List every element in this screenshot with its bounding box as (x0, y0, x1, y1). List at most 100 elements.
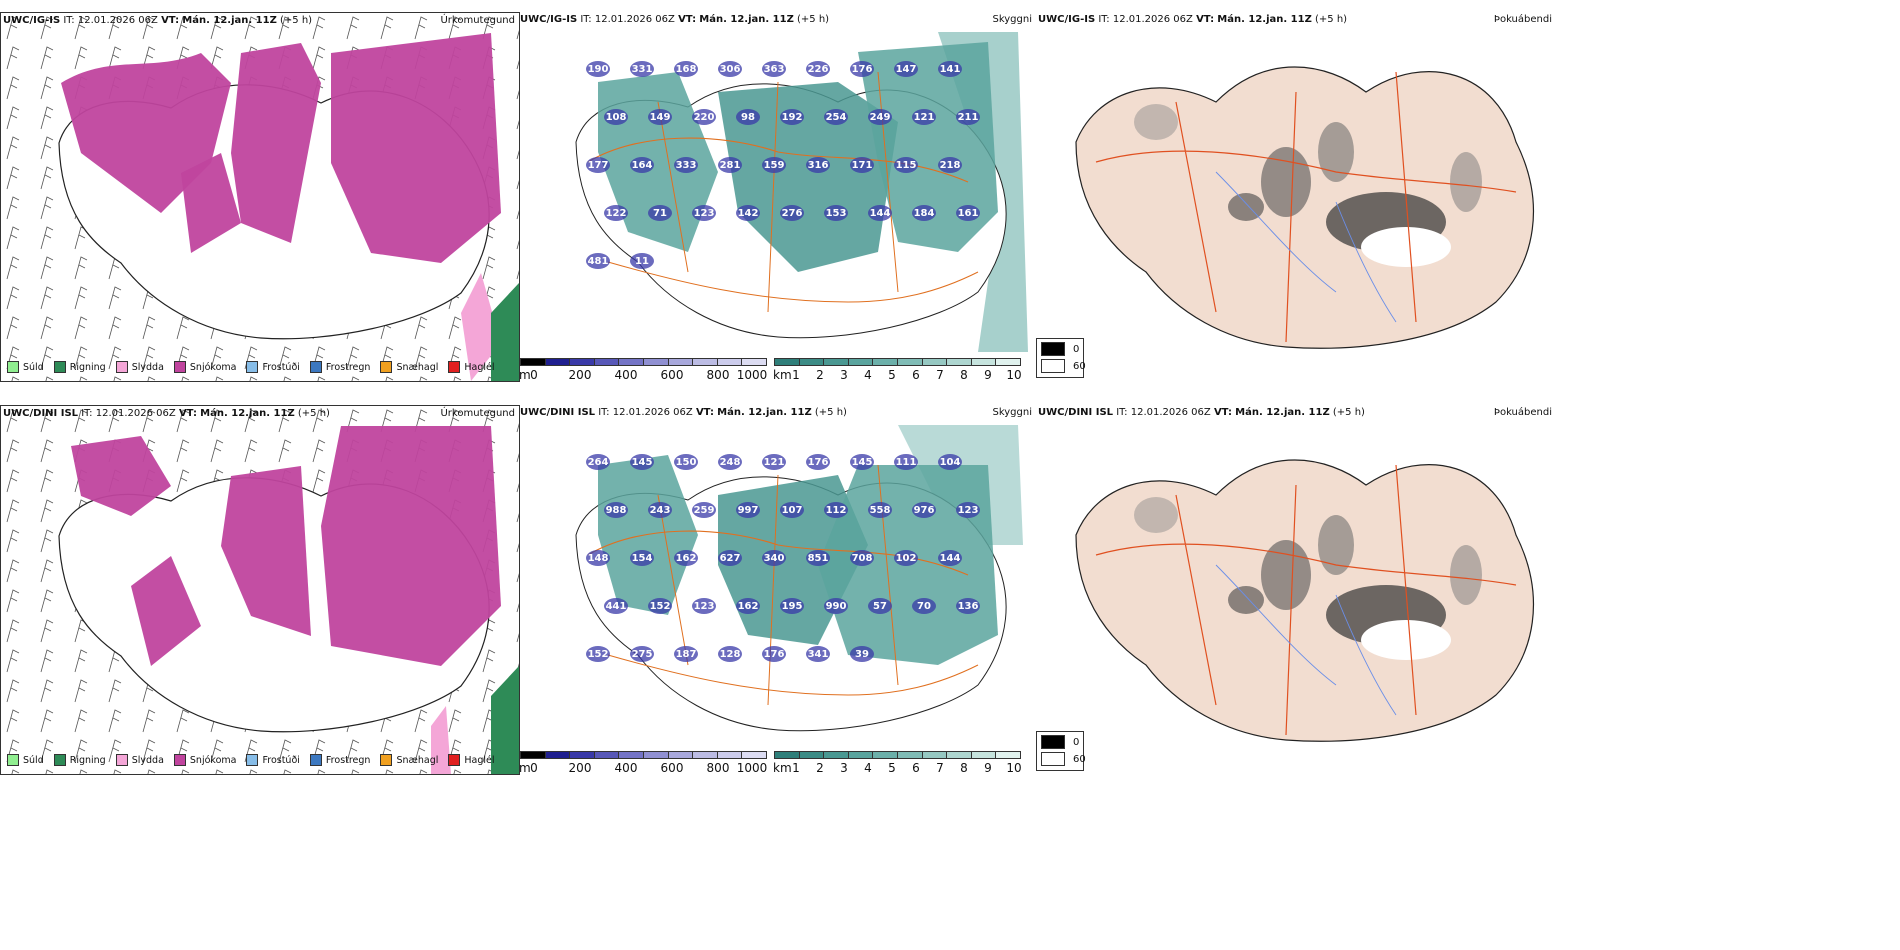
legend-item: Haglél (448, 361, 495, 373)
ceiling-value-label: 144 (870, 208, 891, 219)
colorbar-segment (872, 751, 898, 759)
low-ceiling-blob (850, 550, 874, 566)
low-ceiling-blob (604, 205, 628, 221)
fog-swatch (1041, 359, 1065, 373)
ceiling-tick: 800 (706, 368, 730, 380)
ceiling-value-label: 112 (826, 505, 847, 516)
colorbar-segment (946, 751, 972, 759)
colorbar-segment (872, 358, 898, 366)
fog-panel-row2: UWC/DINI ISL IT: 12.01.2026 06Z VT: Mán.… (1036, 405, 1556, 773)
visibility-tick: 3 (840, 761, 848, 773)
ceiling-unit: m (519, 761, 531, 773)
legend-swatch (309, 754, 322, 766)
ceiling-value-label: 331 (632, 64, 653, 75)
ceiling-value-label: 144 (940, 553, 961, 564)
legend-swatch (173, 361, 186, 373)
panel-title: UWC/DINI ISL IT: 12.01.2026 06Z VT: Mán.… (520, 407, 847, 418)
ceiling-value-label: 122 (606, 208, 627, 219)
visibility-map: 190 331 168 306 363 226 176 147 141 108 149 220 98 19… (575, 32, 1028, 352)
legend-item: Frostúði (246, 754, 300, 766)
visibility-tick: 9 (984, 761, 992, 773)
colorbar-segment (544, 358, 571, 366)
legend-item: Haglél (448, 754, 495, 766)
colorbar-segment (741, 751, 767, 759)
legend-item: Snæhagl (380, 361, 438, 373)
colorbar-segment (643, 358, 669, 366)
legend-item: Snæhagl (380, 754, 438, 766)
ceiling-value-label: 192 (782, 112, 803, 123)
low-ceiling-blob (850, 157, 874, 173)
colorbar-segment (774, 358, 800, 366)
ceiling-value-label: 441 (606, 601, 627, 612)
ceiling-value-label: 249 (870, 112, 891, 123)
low-ceiling-blob (674, 454, 698, 470)
legend-swatch (448, 361, 461, 373)
low-ceiling-blob (850, 61, 874, 77)
ceiling-tick: 0 (530, 368, 538, 380)
ceiling-value-label: 184 (914, 208, 935, 219)
low-ceiling-blob (824, 109, 848, 125)
ceiling-value-label: 177 (588, 160, 609, 171)
visibility-panel-row2: UWC/DINI ISL IT: 12.01.2026 06Z VT: Mán.… (518, 405, 1036, 773)
precip-legend: Súld Rigning Slydda Snjókoma Frostúði Fr… (7, 361, 495, 373)
ceiling-value-label: 148 (588, 553, 609, 564)
fog-legend-row2: 0 60 (1036, 731, 1086, 771)
ceiling-value-label: 171 (852, 160, 873, 171)
colorbar-segment (847, 751, 874, 759)
panel-name: Skyggni (992, 407, 1032, 418)
ceiling-tick: 600 (660, 368, 684, 380)
ceiling-value-label: 145 (632, 457, 653, 468)
fog-legend-item: 60 (1041, 359, 1086, 373)
low-ceiling-blob (604, 502, 628, 518)
legend-swatch (7, 754, 19, 766)
ceiling-value-label: 195 (782, 601, 803, 612)
ceiling-value-label: 142 (738, 208, 759, 219)
ceiling-value-label: 226 (808, 64, 829, 75)
ceiling-value-label: 70 (917, 601, 931, 612)
colorbar-segment (593, 358, 620, 366)
low-ceiling-blob (630, 157, 654, 173)
visibility-tick: 6 (912, 368, 920, 380)
ceiling-tick: 1000 (736, 368, 768, 380)
legend-swatch (115, 754, 128, 766)
low-ceiling-blob (736, 598, 760, 614)
ceiling-value-label: 154 (632, 553, 653, 564)
visibility-tick: 4 (864, 761, 872, 773)
legend-item: Slydda (115, 754, 164, 766)
ceiling-value-label: 102 (896, 553, 917, 564)
low-ceiling-blob (894, 550, 918, 566)
visibility-tick: 9 (984, 368, 992, 380)
low-ceiling-blob (912, 502, 936, 518)
visibility-tick: 7 (936, 368, 944, 380)
low-ceiling-blob (938, 61, 962, 77)
low-ceiling-blob (824, 502, 848, 518)
ceiling-tick: 400 (614, 761, 638, 773)
colorbar-segment (897, 358, 923, 366)
low-ceiling-blob (780, 502, 804, 518)
visibility-tick: 2 (816, 368, 824, 380)
ceiling-unit: m (519, 368, 531, 380)
ceiling-value-label: 128 (720, 649, 741, 660)
low-ceiling-blob (674, 550, 698, 566)
low-ceiling-blob (806, 550, 830, 566)
colorbar-segment (593, 751, 620, 759)
ceiling-value-label: 147 (896, 64, 917, 75)
colorbar-segment (618, 751, 644, 759)
ceiling-value-label: 708 (852, 553, 873, 564)
low-ceiling-blob (648, 205, 672, 221)
ceiling-value-label: 333 (676, 160, 697, 171)
low-ceiling-blob (648, 598, 672, 614)
ceiling-value-label: 108 (606, 112, 627, 123)
colorbar-segment (520, 358, 546, 366)
low-ceiling-blob (780, 109, 804, 125)
ceiling-tick: 400 (614, 368, 638, 380)
low-ceiling-blob (762, 454, 786, 470)
ceiling-value-label: 71 (653, 208, 667, 219)
low-ceiling-blob (736, 205, 760, 221)
low-ceiling-blob (780, 598, 804, 614)
ceiling-value-label: 168 (676, 64, 697, 75)
visibility-tick: 5 (888, 368, 896, 380)
ceiling-value-label: 123 (958, 505, 979, 516)
ceiling-value-label: 164 (632, 160, 653, 171)
low-ceiling-blob (894, 157, 918, 173)
